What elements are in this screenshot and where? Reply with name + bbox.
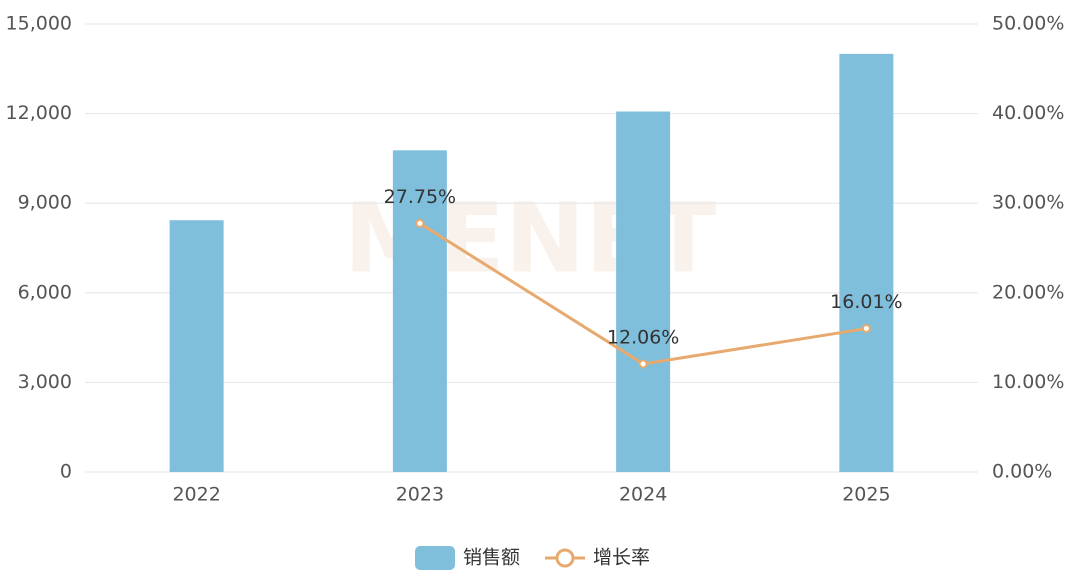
bar bbox=[839, 53, 894, 472]
data-label: 12.06% bbox=[607, 326, 679, 348]
line-point bbox=[415, 218, 425, 228]
line-point bbox=[638, 359, 648, 369]
bar bbox=[392, 150, 447, 472]
y-tick-label: 6,000 bbox=[18, 281, 72, 303]
y2-tick-label: 10.00% bbox=[992, 371, 1064, 393]
y2-tick-label: 40.00% bbox=[992, 102, 1064, 124]
legend-label: 增长率 bbox=[593, 547, 650, 569]
x-tick-label: 2025 bbox=[842, 484, 890, 506]
line-point bbox=[861, 324, 871, 334]
y2-tick-label: 50.00% bbox=[992, 13, 1064, 35]
data-label: 27.75% bbox=[384, 186, 456, 208]
x-tick-label: 2024 bbox=[619, 484, 667, 506]
y2-tick-label: 30.00% bbox=[992, 192, 1064, 214]
y-tick-label: 0 bbox=[60, 461, 72, 483]
y-tick-label: 15,000 bbox=[6, 13, 72, 35]
y-tick-label: 3,000 bbox=[18, 371, 72, 393]
y-tick-label: 9,000 bbox=[18, 192, 72, 214]
legend-swatch bbox=[415, 546, 455, 570]
bar bbox=[169, 220, 224, 472]
y2-tick-label: 20.00% bbox=[992, 281, 1064, 303]
data-label: 16.01% bbox=[830, 291, 902, 313]
x-tick-label: 2023 bbox=[396, 484, 444, 506]
y-tick-label: 12,000 bbox=[6, 102, 72, 124]
bar bbox=[616, 111, 671, 472]
x-tick-label: 2022 bbox=[172, 484, 220, 506]
legend-label: 销售额 bbox=[463, 547, 520, 569]
y2-tick-label: 0.00% bbox=[992, 461, 1052, 483]
legend-swatch bbox=[555, 548, 575, 568]
